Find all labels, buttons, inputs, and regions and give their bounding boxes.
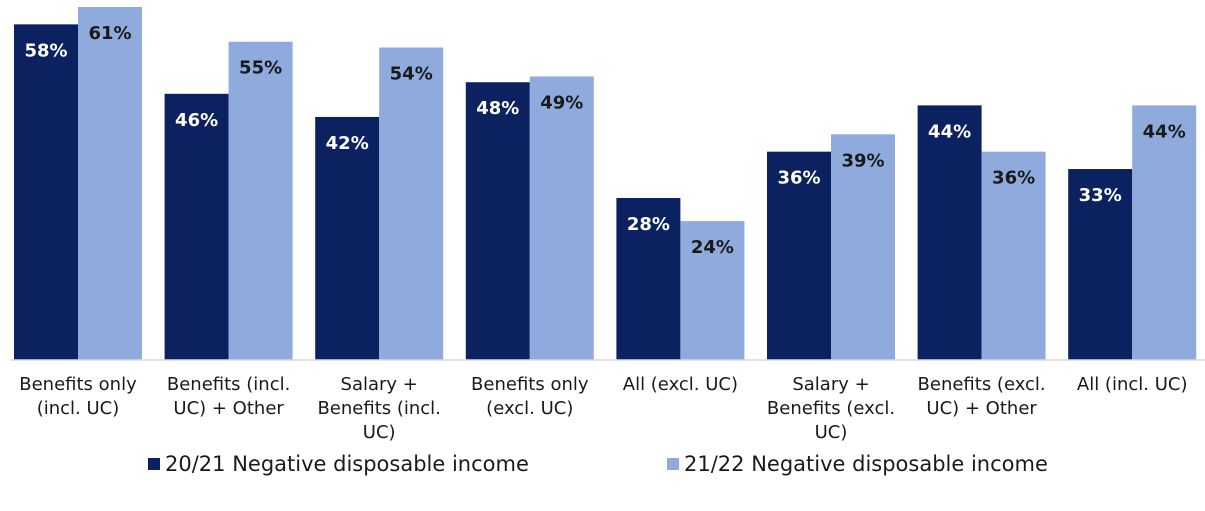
x-tick-label: All (incl. UC) (1076, 374, 1188, 395)
value-label: 39% (841, 150, 884, 171)
legend-item: 20/21 Negative disposable income (148, 452, 529, 476)
bar (1132, 105, 1197, 361)
x-tick-label: Salary + Benefits (incl. UC) (317, 374, 441, 443)
legend-item: 21/22 Negative disposable income (667, 452, 1048, 476)
value-label: 44% (1143, 121, 1186, 142)
x-tick-label: Benefits only (incl. UC) (19, 374, 137, 419)
bar (1068, 169, 1133, 360)
value-label: 48% (476, 98, 519, 119)
value-label: 28% (627, 214, 670, 235)
x-tick-label: Benefits (excl. UC) + Other (917, 374, 1046, 419)
bar (14, 24, 78, 360)
value-label: 58% (24, 40, 67, 61)
value-label: 24% (691, 237, 734, 258)
bar (616, 197, 681, 360)
x-tick-label: Salary + Benefits (excl. UC) (766, 374, 896, 443)
bar (767, 151, 831, 360)
legend-label: 20/21 Negative disposable income (165, 452, 529, 476)
legend-swatch (667, 458, 679, 470)
legend-swatch (148, 458, 160, 470)
value-label: 61% (88, 23, 131, 44)
bar (680, 221, 745, 360)
bar (917, 105, 982, 361)
x-tick-label: Benefits (incl. UC) + Other (166, 374, 291, 419)
bar (831, 134, 895, 360)
bar (315, 116, 380, 360)
x-tick-label: Benefits only (excl. UC) (471, 374, 589, 419)
value-label: 44% (928, 121, 971, 142)
value-label: 55% (239, 58, 282, 79)
value-label: 42% (326, 133, 369, 154)
bar (981, 151, 1046, 360)
bar (228, 41, 293, 360)
legend-label: 21/22 Negative disposable income (684, 452, 1048, 476)
bar (529, 76, 594, 360)
value-label: 54% (390, 64, 433, 85)
value-label: 36% (777, 168, 820, 189)
bar (465, 82, 530, 361)
value-label: 33% (1079, 185, 1122, 206)
x-tick-label: All (excl. UC) (622, 374, 739, 395)
value-label: 36% (992, 168, 1035, 189)
bar (78, 7, 142, 360)
bar (379, 47, 444, 360)
value-label: 46% (175, 110, 218, 131)
bar (164, 93, 229, 360)
value-label: 49% (540, 92, 583, 113)
